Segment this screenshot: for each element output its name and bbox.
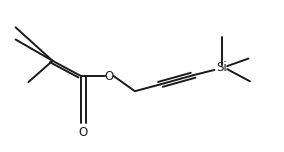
Text: Si: Si bbox=[216, 61, 227, 74]
Text: O: O bbox=[79, 126, 88, 139]
Text: O: O bbox=[105, 69, 114, 83]
